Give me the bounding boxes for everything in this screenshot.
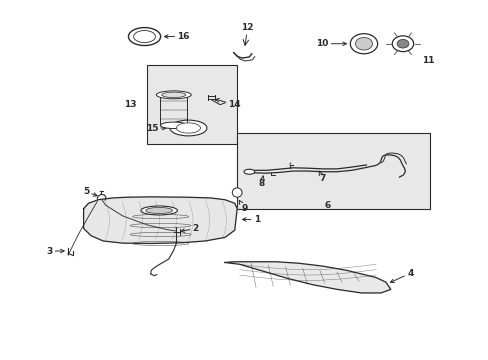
Ellipse shape (169, 120, 206, 136)
Ellipse shape (176, 123, 200, 133)
Ellipse shape (349, 34, 377, 54)
Text: 13: 13 (123, 100, 136, 109)
Bar (237, 134, 429, 209)
Text: 10: 10 (316, 39, 346, 48)
Text: 5: 5 (83, 187, 97, 196)
Text: 4: 4 (389, 269, 413, 283)
Text: 12: 12 (240, 23, 253, 32)
Ellipse shape (145, 207, 172, 213)
Text: 15: 15 (145, 123, 166, 132)
Ellipse shape (355, 37, 372, 50)
Ellipse shape (128, 28, 160, 45)
Text: 2: 2 (181, 224, 199, 233)
Ellipse shape (232, 188, 242, 197)
Text: 7: 7 (318, 171, 325, 183)
Ellipse shape (156, 91, 191, 99)
Polygon shape (83, 197, 237, 243)
Ellipse shape (141, 206, 177, 215)
Text: 16: 16 (164, 32, 189, 41)
Ellipse shape (162, 92, 185, 98)
Text: 1: 1 (242, 215, 259, 224)
Ellipse shape (133, 31, 155, 42)
Text: 11: 11 (422, 55, 434, 64)
Polygon shape (224, 262, 390, 293)
Bar (147, 65, 237, 144)
Text: 8: 8 (258, 176, 264, 188)
Ellipse shape (396, 39, 408, 48)
Text: 3: 3 (46, 247, 64, 256)
Ellipse shape (391, 36, 413, 51)
Text: 6: 6 (324, 201, 330, 210)
Text: 14: 14 (215, 99, 241, 109)
Ellipse shape (244, 169, 254, 174)
Ellipse shape (160, 122, 187, 129)
Text: 9: 9 (239, 201, 247, 213)
